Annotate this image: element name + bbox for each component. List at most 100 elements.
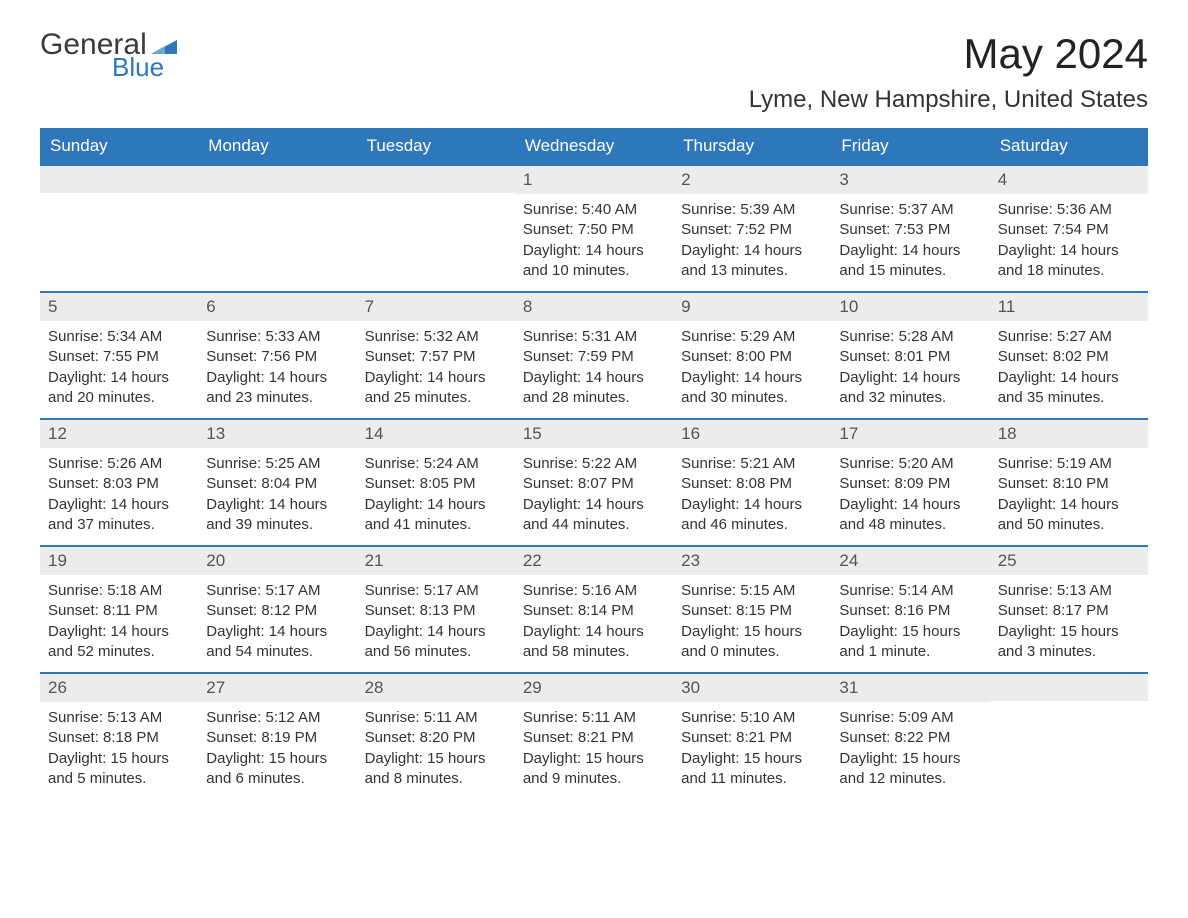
daylight-line-2: and 10 minutes. <box>523 261 665 281</box>
day-body: Sunrise: 5:11 AMSunset: 8:21 PMDaylight:… <box>515 702 673 799</box>
day-number: 17 <box>831 420 989 448</box>
day-number: 14 <box>357 420 515 448</box>
day-cell: 10Sunrise: 5:28 AMSunset: 8:01 PMDayligh… <box>831 293 989 418</box>
day-cell: 13Sunrise: 5:25 AMSunset: 8:04 PMDayligh… <box>198 420 356 545</box>
day-number: 19 <box>40 547 198 575</box>
daylight-line-1: Daylight: 14 hours <box>998 368 1140 388</box>
daylight-line-1: Daylight: 14 hours <box>523 241 665 261</box>
day-body: Sunrise: 5:36 AMSunset: 7:54 PMDaylight:… <box>990 194 1148 291</box>
day-number: 24 <box>831 547 989 575</box>
daylight-line-2: and 25 minutes. <box>365 388 507 408</box>
day-cell: 1Sunrise: 5:40 AMSunset: 7:50 PMDaylight… <box>515 166 673 291</box>
sunrise-line: Sunrise: 5:20 AM <box>839 454 981 474</box>
day-body: Sunrise: 5:09 AMSunset: 8:22 PMDaylight:… <box>831 702 989 799</box>
sunrise-line: Sunrise: 5:14 AM <box>839 581 981 601</box>
day-cell: 16Sunrise: 5:21 AMSunset: 8:08 PMDayligh… <box>673 420 831 545</box>
daylight-line-1: Daylight: 14 hours <box>206 495 348 515</box>
day-body: Sunrise: 5:32 AMSunset: 7:57 PMDaylight:… <box>357 321 515 418</box>
daylight-line-2: and 41 minutes. <box>365 515 507 535</box>
daylight-line-1: Daylight: 14 hours <box>839 495 981 515</box>
day-number: 25 <box>990 547 1148 575</box>
sunrise-line: Sunrise: 5:34 AM <box>48 327 190 347</box>
day-cell: 11Sunrise: 5:27 AMSunset: 8:02 PMDayligh… <box>990 293 1148 418</box>
sunrise-line: Sunrise: 5:13 AM <box>48 708 190 728</box>
sunrise-line: Sunrise: 5:15 AM <box>681 581 823 601</box>
daylight-line-1: Daylight: 15 hours <box>523 749 665 769</box>
day-body: Sunrise: 5:14 AMSunset: 8:16 PMDaylight:… <box>831 575 989 672</box>
day-number: 23 <box>673 547 831 575</box>
sunset-line: Sunset: 8:14 PM <box>523 601 665 621</box>
day-cell: 24Sunrise: 5:14 AMSunset: 8:16 PMDayligh… <box>831 547 989 672</box>
sunrise-line: Sunrise: 5:33 AM <box>206 327 348 347</box>
daylight-line-1: Daylight: 15 hours <box>998 622 1140 642</box>
day-number: 13 <box>198 420 356 448</box>
weekday-header: Friday <box>831 128 989 164</box>
sunset-line: Sunset: 8:20 PM <box>365 728 507 748</box>
day-cell: 23Sunrise: 5:15 AMSunset: 8:15 PMDayligh… <box>673 547 831 672</box>
daylight-line-2: and 15 minutes. <box>839 261 981 281</box>
day-number: 10 <box>831 293 989 321</box>
day-number: 30 <box>673 674 831 702</box>
sunrise-line: Sunrise: 5:12 AM <box>206 708 348 728</box>
day-body: Sunrise: 5:16 AMSunset: 8:14 PMDaylight:… <box>515 575 673 672</box>
day-cell: 6Sunrise: 5:33 AMSunset: 7:56 PMDaylight… <box>198 293 356 418</box>
day-cell <box>357 166 515 291</box>
location-subtitle: Lyme, New Hampshire, United States <box>40 86 1148 114</box>
day-body: Sunrise: 5:28 AMSunset: 8:01 PMDaylight:… <box>831 321 989 418</box>
day-body: Sunrise: 5:13 AMSunset: 8:17 PMDaylight:… <box>990 575 1148 672</box>
sunset-line: Sunset: 7:53 PM <box>839 220 981 240</box>
day-cell: 15Sunrise: 5:22 AMSunset: 8:07 PMDayligh… <box>515 420 673 545</box>
sunrise-line: Sunrise: 5:11 AM <box>365 708 507 728</box>
sunrise-line: Sunrise: 5:28 AM <box>839 327 981 347</box>
sunset-line: Sunset: 8:05 PM <box>365 474 507 494</box>
day-number <box>198 166 356 193</box>
day-number: 28 <box>357 674 515 702</box>
daylight-line-1: Daylight: 15 hours <box>365 749 507 769</box>
day-cell: 30Sunrise: 5:10 AMSunset: 8:21 PMDayligh… <box>673 674 831 799</box>
sunrise-line: Sunrise: 5:11 AM <box>523 708 665 728</box>
sunset-line: Sunset: 8:17 PM <box>998 601 1140 621</box>
day-body: Sunrise: 5:31 AMSunset: 7:59 PMDaylight:… <box>515 321 673 418</box>
day-cell: 28 Sunrise: 5:11 AMSunset: 8:20 PMDayligh… <box>357 674 515 799</box>
daylight-line-1: Daylight: 14 hours <box>48 495 190 515</box>
day-number: 6 <box>198 293 356 321</box>
daylight-line-2: and 32 minutes. <box>839 388 981 408</box>
day-cell: 19Sunrise: 5:18 AMSunset: 8:11 PMDayligh… <box>40 547 198 672</box>
day-number: 12 <box>40 420 198 448</box>
day-body: Sunrise: 5:33 AMSunset: 7:56 PMDaylight:… <box>198 321 356 418</box>
day-body: Sunrise: 5:18 AMSunset: 8:11 PMDaylight:… <box>40 575 198 672</box>
page-title: May 2024 <box>964 30 1148 78</box>
day-body: Sunrise: 5:24 AMSunset: 8:05 PMDaylight:… <box>357 448 515 545</box>
day-body: Sunrise: 5:19 AMSunset: 8:10 PMDaylight:… <box>990 448 1148 545</box>
sunrise-line: Sunrise: 5:10 AM <box>681 708 823 728</box>
day-cell: 22Sunrise: 5:16 AMSunset: 8:14 PMDayligh… <box>515 547 673 672</box>
daylight-line-1: Daylight: 14 hours <box>839 368 981 388</box>
sunset-line: Sunset: 8:18 PM <box>48 728 190 748</box>
daylight-line-2: and 28 minutes. <box>523 388 665 408</box>
daylight-line-2: and 11 minutes. <box>681 769 823 789</box>
day-cell: 14Sunrise: 5:24 AMSunset: 8:05 PMDayligh… <box>357 420 515 545</box>
week-row: 12Sunrise: 5:26 AMSunset: 8:03 PMDayligh… <box>40 418 1148 545</box>
sunrise-line: Sunrise: 5:19 AM <box>998 454 1140 474</box>
day-number <box>357 166 515 193</box>
day-body: Sunrise: 5:26 AMSunset: 8:03 PMDaylight:… <box>40 448 198 545</box>
sunrise-line: Sunrise: 5:16 AM <box>523 581 665 601</box>
daylight-line-2: and 8 minutes. <box>365 769 507 789</box>
sunrise-line: Sunrise: 5:17 AM <box>365 581 507 601</box>
day-number: 2 <box>673 166 831 194</box>
logo: General Blue <box>40 30 177 80</box>
sunset-line: Sunset: 8:13 PM <box>365 601 507 621</box>
day-body: Sunrise: 5:17 AMSunset: 8:12 PMDaylight:… <box>198 575 356 672</box>
sunset-line: Sunset: 8:21 PM <box>681 728 823 748</box>
day-number: 16 <box>673 420 831 448</box>
week-row: 5Sunrise: 5:34 AMSunset: 7:55 PMDaylight… <box>40 291 1148 418</box>
sunset-line: Sunset: 7:59 PM <box>523 347 665 367</box>
sunrise-line: Sunrise: 5:31 AM <box>523 327 665 347</box>
daylight-line-1: Daylight: 14 hours <box>839 241 981 261</box>
logo-text-blue: Blue <box>112 54 177 80</box>
daylight-line-1: Daylight: 14 hours <box>48 368 190 388</box>
day-cell: 5Sunrise: 5:34 AMSunset: 7:55 PMDaylight… <box>40 293 198 418</box>
day-number: 15 <box>515 420 673 448</box>
daylight-line-1: Daylight: 14 hours <box>681 241 823 261</box>
day-number: 7 <box>357 293 515 321</box>
